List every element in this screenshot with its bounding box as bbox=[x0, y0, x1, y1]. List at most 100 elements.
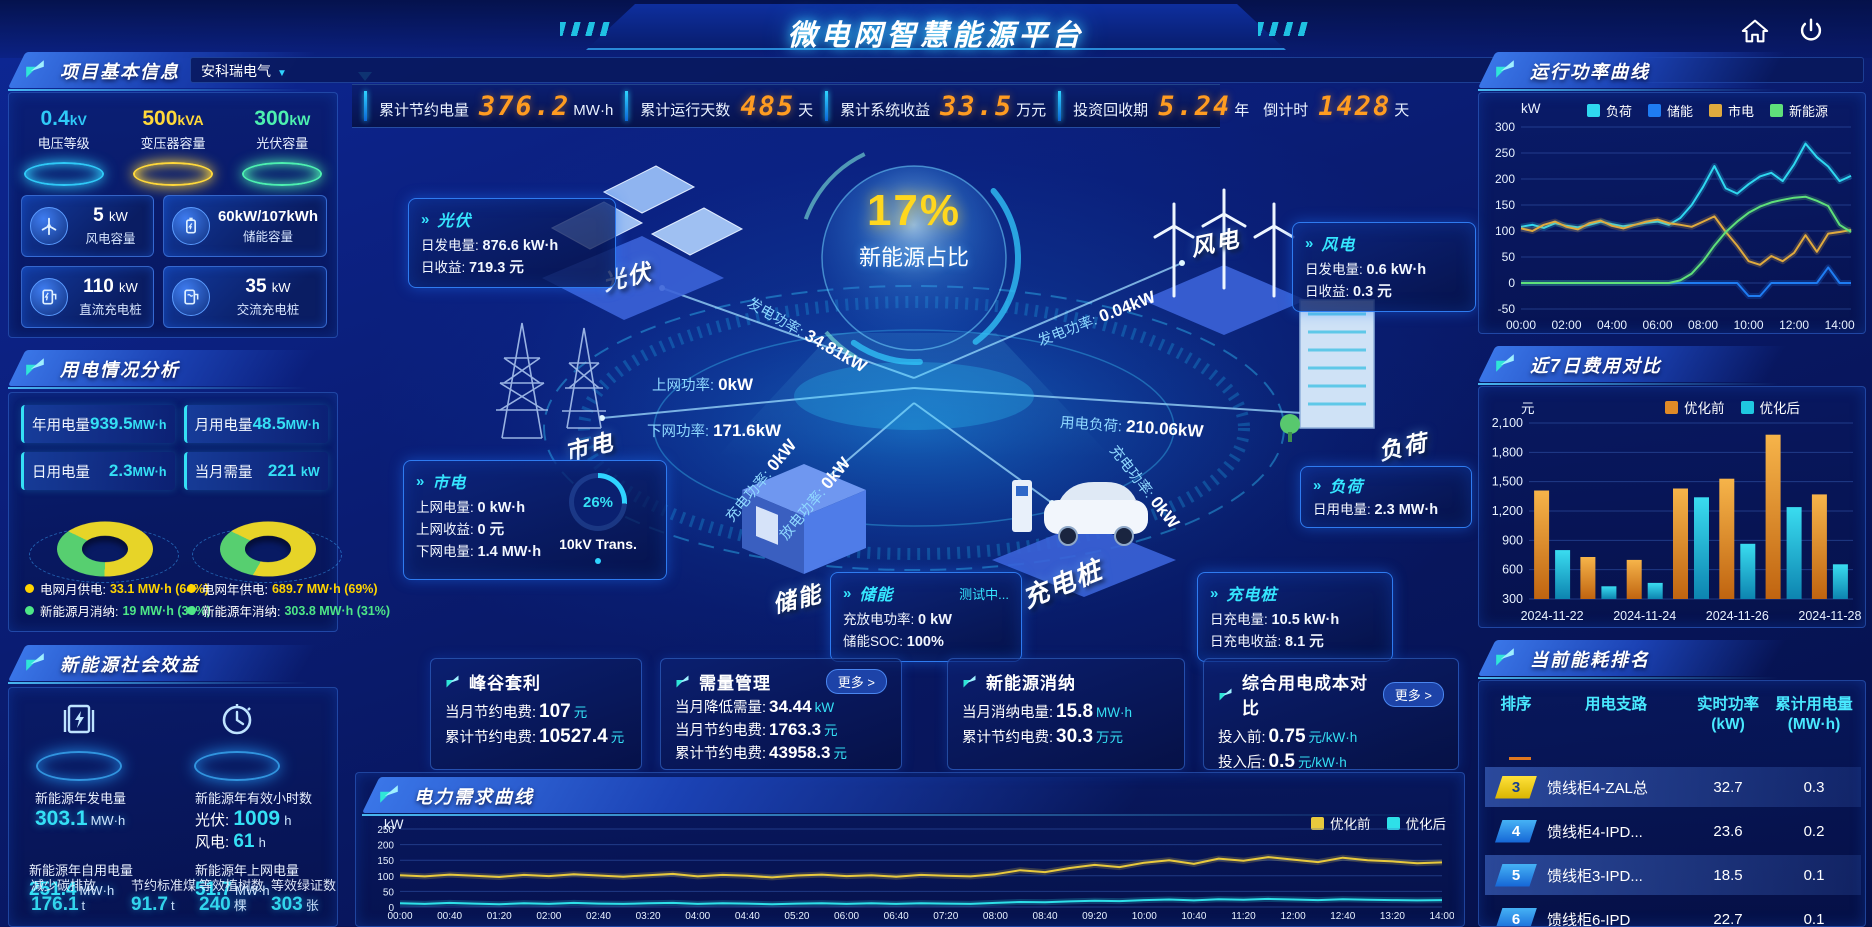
solar-panel-bolt-icon bbox=[63, 704, 95, 734]
renewable-generation-icon-group bbox=[19, 702, 139, 781]
cost-bar-chart: 300 600 900 1,200 1,500 1,800 2,100 2024-11-22 2… bbox=[1481, 416, 1863, 630]
svg-text:0: 0 bbox=[1508, 276, 1515, 290]
legend-swatch-after bbox=[1740, 400, 1754, 414]
realtime-power: 32.7 bbox=[1713, 778, 1743, 796]
svg-text:14:00: 14:00 bbox=[1429, 911, 1454, 922]
card-dc-charger: 110 kW 直流充电桩 bbox=[21, 266, 154, 328]
svg-text:06:40: 06:40 bbox=[884, 911, 909, 922]
ranking-row-2[interactable]: 4 馈线柜4-IPD... 23.6 0.2 bbox=[1485, 811, 1861, 851]
flow-from-grid: 下网功率: 171.6kW bbox=[647, 421, 782, 440]
stat-trees-equivalent: 等效植树数 240 棵 bbox=[199, 878, 265, 915]
legend-swatch-grid bbox=[1709, 104, 1723, 117]
wind-node-illustration bbox=[1142, 188, 1306, 335]
branch-name: 馈线柜6-IPD bbox=[1547, 911, 1631, 927]
top-stats-bar: 累计节约电量 376.2 MW·h 累计运行天数 485 天 累计系统收益 33.5 万元 … bbox=[352, 84, 1409, 128]
home-icon[interactable] bbox=[1740, 16, 1770, 46]
power-chart-legend: 负荷 储能 市电 新能源 bbox=[1587, 101, 1828, 120]
stat-green-certificates: 等效绿证数 303 张 bbox=[271, 878, 337, 915]
panel-energy-ranking: 排序 用电支路 实时功率 (kW) 累计用电量 (MW·h) 3 馈线柜4-ZAL总… bbox=[1478, 680, 1866, 927]
legend-grid-year: 电网年供电: 689.7 MW·h (69%) bbox=[187, 579, 378, 598]
svg-text:08:00: 08:00 bbox=[983, 911, 1008, 922]
card-ac-charger: 35 kW 交流充电桩 bbox=[162, 266, 327, 328]
divider bbox=[825, 91, 829, 121]
svg-text:1,500: 1,500 bbox=[1492, 475, 1523, 489]
panel-demand-curve: 电力需求曲线 kW 优化前 优化后 0 50 100 150 200 250 00:00 00… bbox=[355, 772, 1476, 927]
svg-text:2024-11-22: 2024-11-22 bbox=[1521, 609, 1584, 623]
total-energy: 0.3 bbox=[1803, 778, 1825, 796]
panel-header-cost-compare: 近7日费用对比 bbox=[1478, 346, 1796, 385]
panel-title: 用电情况分析 bbox=[60, 360, 180, 380]
svg-text:04:00: 04:00 bbox=[1597, 318, 1627, 332]
svg-text:150: 150 bbox=[377, 856, 394, 867]
corner-flag-icon bbox=[1496, 354, 1514, 372]
svg-text:03:20: 03:20 bbox=[636, 911, 661, 922]
wind-turbine-icon bbox=[30, 207, 68, 245]
ranking-row-3[interactable]: 5 馈线柜3-IPD... 18.5 0.1 bbox=[1485, 855, 1861, 895]
chevron-down-icon: ▼ bbox=[277, 68, 287, 79]
header-deco-right bbox=[1258, 22, 1312, 36]
svg-text:100: 100 bbox=[377, 872, 394, 883]
renewable-share-value: 17% bbox=[866, 186, 962, 235]
card-storage-capacity: 60kW/107kWh 储能容量 bbox=[162, 195, 327, 257]
panel-project-info: 0.4kV 电压等级 500kVA 变压器容量 300kW 光伏容量 5 kW 风… bbox=[8, 92, 338, 338]
stat-renewable-effective-hours: 新能源年有效小时数 光伏: 1009 h 风电: 61 h bbox=[195, 791, 313, 852]
svg-text:05:20: 05:20 bbox=[784, 911, 809, 922]
more-button[interactable]: 更多 > bbox=[825, 669, 887, 694]
panel-header-usage: 用电情况分析 bbox=[8, 350, 326, 389]
energy-flow-diagram: 17% 新能源占比 光伏 风电 市电 负荷 储能 充电桩 发电功率: 34.81… bbox=[352, 128, 1472, 658]
svg-text:600: 600 bbox=[1502, 563, 1523, 577]
pedestal-pv-capacity: 300kW 光伏容量 bbox=[230, 107, 334, 186]
infobox-charger: » 充电桩 日充电量: 10.5 kW·h 日充电收益: 8.1 元 bbox=[1197, 572, 1393, 662]
svg-text:200: 200 bbox=[377, 841, 394, 852]
stat-renewable-yearly-generation: 新能源年发电量 303.1 MW·h bbox=[35, 791, 127, 830]
header-deco-left bbox=[560, 22, 614, 36]
y-axis-unit: kW bbox=[1521, 101, 1541, 116]
svg-text:00:40: 00:40 bbox=[437, 911, 462, 922]
infobox-grid: » 市电 上网电量: 0 kW·h 上网收益: 0 元 下网电量: 1.4 MW·… bbox=[403, 460, 667, 580]
legend-renewable-month: 新能源月消纳: 19 MW·h (36%) bbox=[25, 601, 211, 620]
ranking-row-4[interactable]: 6 馈线柜6-IPD 22.7 0.1 bbox=[1485, 899, 1861, 927]
pv-node-illustration bbox=[542, 165, 744, 320]
power-line-chart: -50 0 50 100 150 200 250 300 00:00 02:00 04:00 06:0… bbox=[1481, 120, 1863, 338]
stat-monthly-demand: 当月需量 221 kW bbox=[183, 452, 328, 490]
svg-text:06:00: 06:00 bbox=[1643, 318, 1673, 332]
storage-node-illustration bbox=[742, 464, 866, 574]
svg-text:50: 50 bbox=[1502, 250, 1516, 264]
svg-text:10:00: 10:00 bbox=[1734, 318, 1764, 332]
stat-coal-saved: 节约标准煤 91.7 t bbox=[131, 878, 197, 915]
corner-flag-icon bbox=[26, 358, 44, 376]
svg-text:08:00: 08:00 bbox=[1688, 318, 1718, 332]
svg-text:12:00: 12:00 bbox=[1281, 911, 1306, 922]
legend-swatch-storage bbox=[1648, 104, 1662, 117]
legend-swatch-after bbox=[1386, 816, 1400, 830]
more-button[interactable]: 更多 > bbox=[1382, 681, 1444, 707]
y-axis-unit: kW bbox=[384, 817, 404, 832]
svg-text:00:00: 00:00 bbox=[1506, 318, 1536, 332]
panel-header-demand: 电力需求曲线 bbox=[362, 777, 1476, 816]
svg-text:300: 300 bbox=[1495, 121, 1515, 134]
chevron-icon: » bbox=[1313, 476, 1322, 494]
power-icon[interactable] bbox=[1796, 16, 1826, 46]
total-energy: 0.1 bbox=[1803, 910, 1825, 927]
svg-text:11:20: 11:20 bbox=[1231, 911, 1256, 922]
panel-title: 当前能耗排名 bbox=[1530, 650, 1650, 670]
cost-chart-legend: 优化前 优化后 bbox=[1649, 397, 1800, 417]
svg-text:100: 100 bbox=[1495, 224, 1515, 238]
y-axis-unit: 元 bbox=[1521, 401, 1535, 416]
svg-text:150: 150 bbox=[1495, 198, 1515, 212]
panel-power-curve: kW 负荷 储能 市电 新能源 -50 0 50 100 150 200 250 300 00:… bbox=[1478, 92, 1866, 334]
branch-name: 馈线柜4-ZAL总 bbox=[1547, 779, 1648, 797]
svg-text:2024-11-26: 2024-11-26 bbox=[1706, 609, 1769, 623]
svg-text:200: 200 bbox=[1495, 172, 1515, 186]
corner-flag-icon bbox=[26, 60, 44, 78]
corner-flag-icon bbox=[26, 653, 44, 671]
divider bbox=[1058, 91, 1062, 121]
card-wind-capacity: 5 kW 风电容量 bbox=[21, 195, 154, 257]
svg-text:2024-11-24: 2024-11-24 bbox=[1613, 609, 1676, 623]
ranking-row-1[interactable]: 3 馈线柜4-ZAL总 32.7 0.3 bbox=[1485, 767, 1861, 807]
renewable-share-display: 17% 新能源占比 bbox=[800, 186, 1028, 272]
panel-usage-analysis: 年用电量 939.5MW·h 月用电量 48.5MW·h 日用电量 2.3MW·h 当… bbox=[8, 392, 390, 632]
stat-monthly-usage: 月用电量 48.5MW·h bbox=[183, 405, 328, 443]
stat-payback-period: 投资回收期 5.24 年 bbox=[1073, 90, 1250, 122]
